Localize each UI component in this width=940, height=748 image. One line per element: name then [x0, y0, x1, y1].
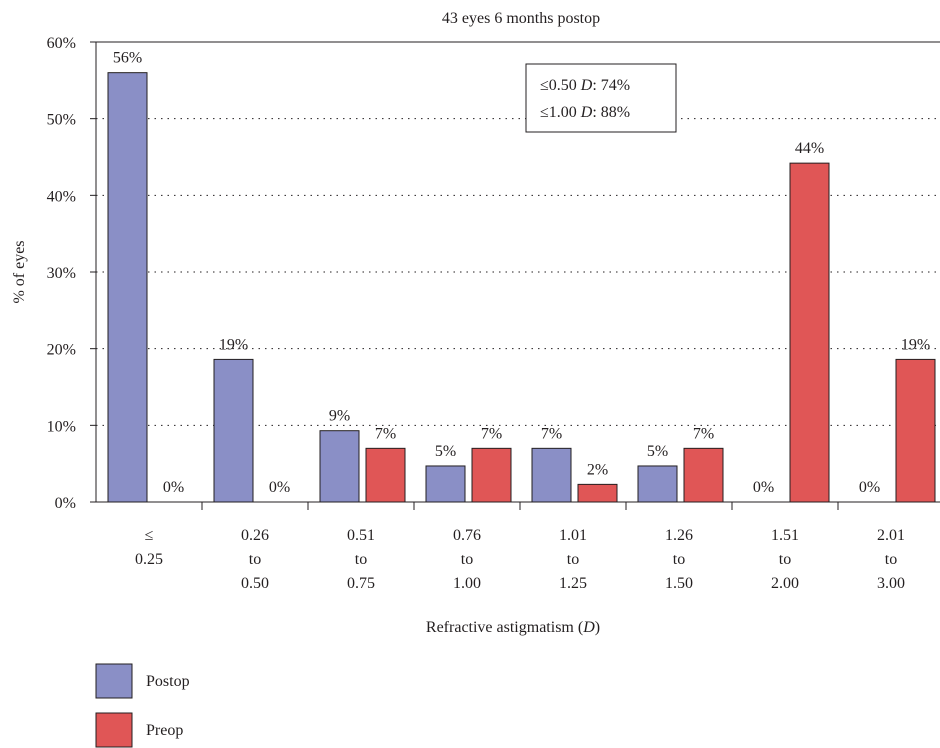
y-axis-label: % of eyes — [11, 240, 28, 303]
x-tick-label: 0.76 to 1.00 — [453, 527, 481, 592]
bar-preop — [683, 447, 724, 503]
x-tick-label: 1.51 to 2.00 — [771, 527, 799, 592]
data-label-postop: 5% — [647, 443, 668, 460]
x-tick-label: 1.26 to 1.50 — [665, 527, 693, 592]
gridlines — [96, 41, 940, 426]
legend-swatch-preop — [95, 712, 133, 748]
x-tick-label: 0.51 to 0.75 — [347, 527, 375, 592]
y-tick-label: 30% — [47, 265, 76, 282]
bar-postop — [531, 447, 572, 503]
bars — [107, 72, 936, 503]
bar-postop — [425, 465, 466, 503]
data-label-preop: 19% — [901, 336, 930, 353]
data-label-preop: 0% — [269, 479, 290, 496]
bar-postop — [213, 358, 254, 503]
bar-postop — [319, 430, 360, 503]
y-tick-label: 20% — [47, 342, 76, 359]
x-tick-label: 1.01 to 1.25 — [559, 527, 587, 592]
bar-postop — [637, 465, 678, 503]
legend: Postop Preop — [95, 663, 190, 748]
data-label-postop: 5% — [435, 443, 456, 460]
x-tick-label: 0.26 to 0.50 — [241, 527, 269, 592]
bar-preop — [471, 447, 512, 503]
annotation-border — [525, 63, 677, 133]
y-tick-label: 40% — [47, 188, 76, 205]
bar-preop — [577, 483, 618, 503]
data-label-preop: 7% — [481, 425, 502, 442]
bar-postop — [107, 72, 148, 503]
data-label-postop: 0% — [859, 479, 880, 496]
y-tick-label: 0% — [55, 495, 76, 512]
bar-value-labels: 56% 0% 19% 0% 9% 7% 5% 7% 7% 2% 5% 7% 0% 44% 0% 19% — [113, 50, 930, 496]
summary-annotation-box: ≤0.50 D: 74% ≤1.00 D: 88% — [525, 63, 677, 133]
data-label-postop: 0% — [753, 479, 774, 496]
x-tick-label: 2.01 to 3.00 — [877, 527, 905, 592]
x-axis-ticks: ≤0.25 0.26 to 0.50 0.51 to 0.75 0.76 to 1.00 1.01 t… — [135, 502, 905, 592]
y-tick-label: 50% — [47, 112, 76, 129]
bar-preop — [365, 447, 406, 503]
legend-item-preop: Preop — [95, 712, 183, 748]
y-tick-label: 60% — [47, 35, 76, 52]
legend-label-postop: Postop — [146, 673, 190, 690]
y-tick-label: 10% — [47, 418, 76, 435]
bar-preop — [895, 358, 936, 503]
data-label-preop: 44% — [795, 140, 824, 157]
data-label-postop: 7% — [541, 425, 562, 442]
x-tick-label: ≤0.25 — [135, 527, 163, 568]
y-axis-ticks: 0% 10% 20% 30% 40% 50% 60% — [47, 35, 96, 512]
chart-title: 43 eyes 6 months postop — [442, 10, 600, 27]
legend-swatch-postop — [95, 663, 133, 699]
x-axis-label: Refractive astigmatism (D) — [426, 619, 600, 636]
data-label-preop: 0% — [163, 479, 184, 496]
legend-label-preop: Preop — [146, 722, 183, 739]
data-label-preop: 7% — [693, 425, 714, 442]
annotation-line-1: ≤0.50 D: 74% — [540, 77, 630, 94]
data-label-postop: 19% — [219, 336, 248, 353]
data-label-preop: 7% — [375, 425, 396, 442]
data-label-postop: 9% — [329, 408, 350, 425]
data-label-postop: 56% — [113, 50, 142, 67]
data-label-preop: 2% — [587, 461, 608, 478]
annotation-line-2: ≤1.00 D: 88% — [540, 104, 630, 121]
legend-item-postop: Postop — [95, 663, 190, 699]
bar-preop — [789, 162, 830, 503]
